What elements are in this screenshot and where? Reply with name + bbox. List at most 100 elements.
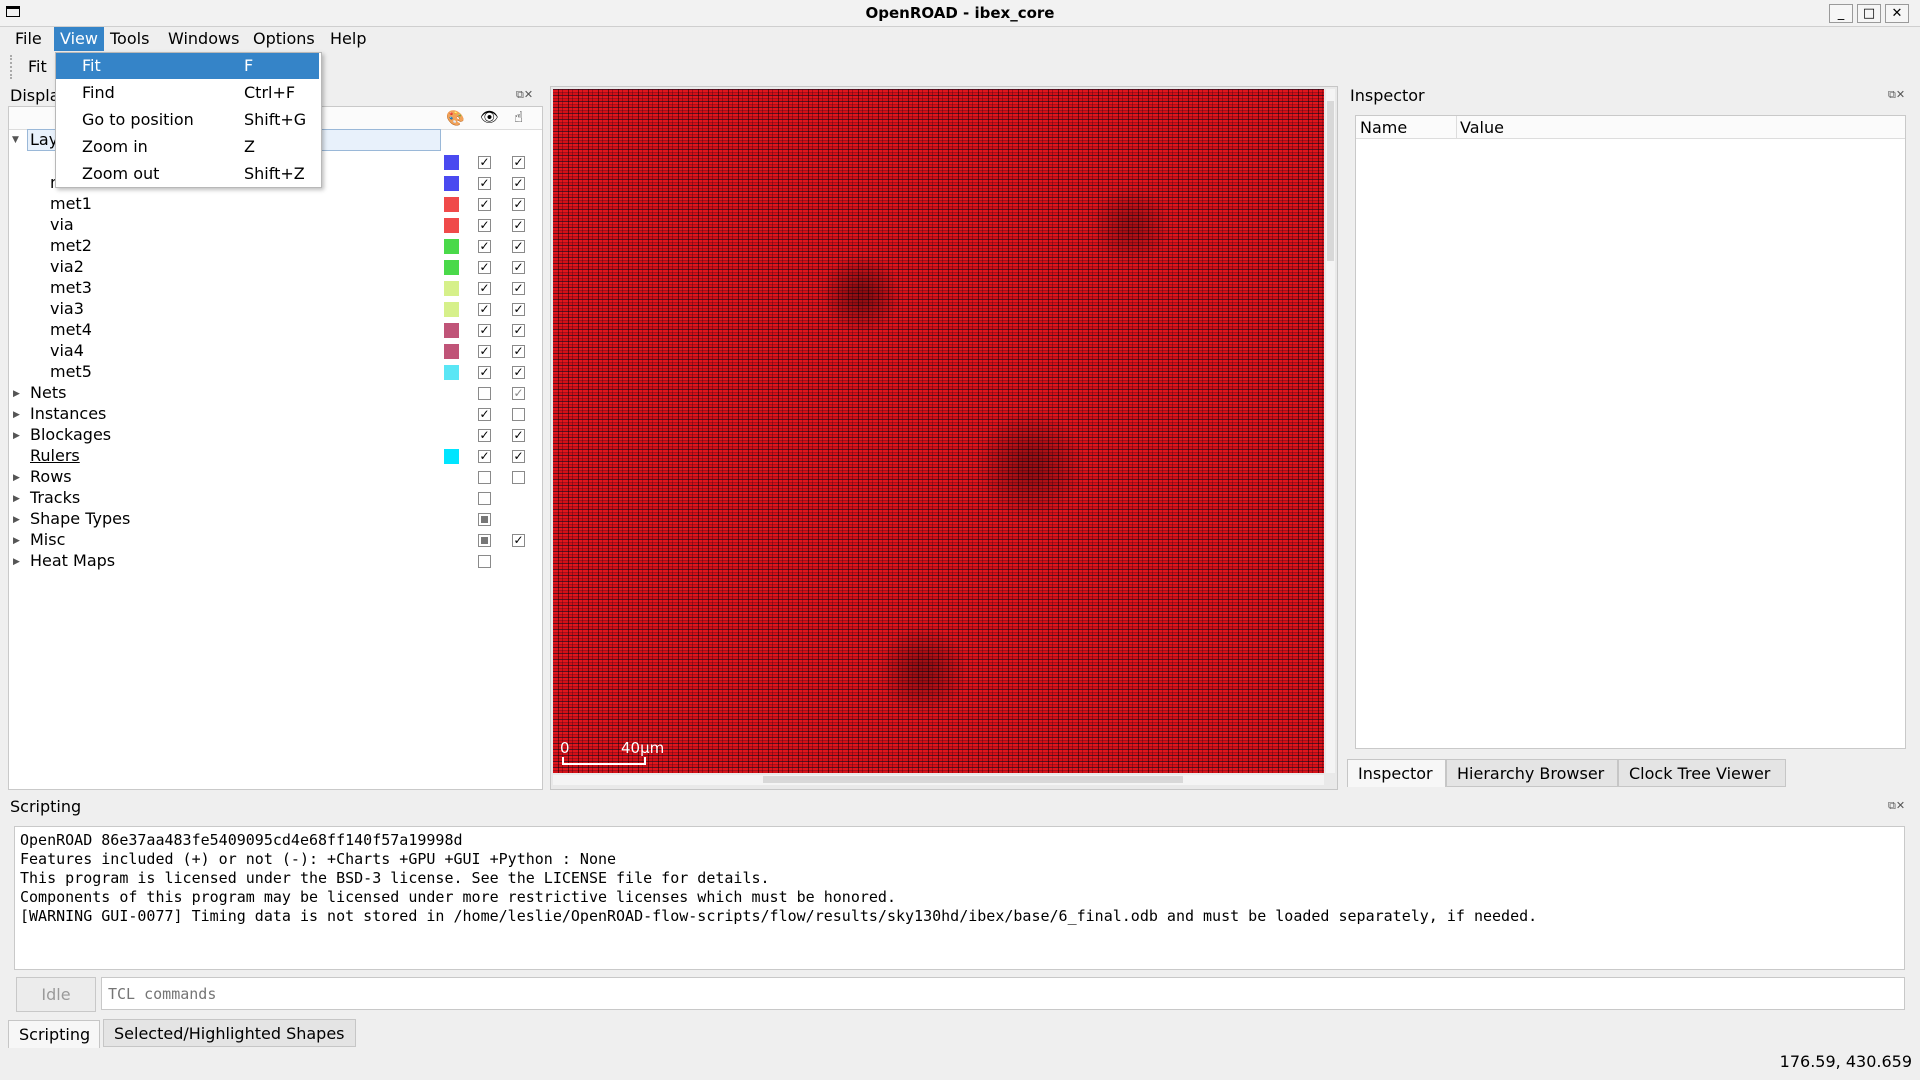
expand-arrow-icon[interactable]: ▶	[13, 410, 20, 420]
layer-visible-checkbox[interactable]: ✓	[478, 239, 491, 253]
layer-label: via3	[50, 299, 84, 318]
layer-visible-checkbox[interactable]: ✓	[478, 365, 491, 379]
layer-selectable-checkbox[interactable]: ✓	[512, 323, 525, 337]
layer-selectable-checkbox[interactable]: ✓	[512, 302, 525, 316]
tab-selected-highlighted-shapes[interactable]: Selected/Highlighted Shapes	[103, 1019, 356, 1047]
vertical-scroll-thumb[interactable]	[1327, 101, 1334, 261]
expand-arrow-icon[interactable]: ▶	[13, 473, 20, 483]
menu-item-go-to-position[interactable]: Go to position Shift+G	[82, 110, 307, 129]
layer-color-swatch[interactable]	[444, 155, 459, 170]
layer-color-swatch[interactable]	[444, 365, 459, 380]
layer-selectable-checkbox[interactable]: ✓	[512, 260, 525, 274]
horizontal-scrollbar[interactable]	[553, 775, 1324, 785]
menu-tools[interactable]: Tools	[110, 29, 150, 48]
group-visible-checkbox[interactable]	[478, 471, 491, 484]
group-visible-checkbox[interactable]	[478, 387, 491, 400]
layer-visible-checkbox[interactable]: ✓	[478, 197, 491, 211]
collapse-arrow-icon[interactable]: ▼	[12, 135, 19, 145]
group-visible-checkbox[interactable]: ✓	[478, 407, 491, 421]
menu-item-zoom-in[interactable]: Zoom in Z	[82, 137, 255, 156]
group-visible-checkbox[interactable]	[478, 492, 491, 505]
layer-visible-checkbox[interactable]: ✓	[478, 302, 491, 316]
horizontal-scroll-thumb[interactable]	[763, 776, 1183, 783]
menu-windows[interactable]: Windows	[168, 29, 240, 48]
scripting-title: Scripting	[10, 797, 82, 816]
tab-clock-tree-viewer[interactable]: Clock Tree Viewer	[1618, 759, 1786, 787]
layer-color-swatch[interactable]	[444, 197, 459, 212]
expand-arrow-icon[interactable]: ▶	[13, 431, 20, 441]
inspector-dock-buttons-icon[interactable]: ⧉✕	[1888, 88, 1906, 101]
close-button[interactable]: ✕	[1885, 4, 1909, 23]
group-selectable-checkbox[interactable]: ✓	[512, 449, 525, 463]
layer-selectable-checkbox[interactable]: ✓	[512, 176, 525, 190]
layer-selectable-checkbox[interactable]: ✓	[512, 155, 525, 169]
vertical-scrollbar[interactable]	[1326, 89, 1335, 773]
idle-status-button[interactable]: Idle	[16, 977, 96, 1012]
layer-selectable-checkbox[interactable]: ✓	[512, 218, 525, 232]
layer-visible-checkbox[interactable]: ✓	[478, 155, 491, 169]
inspector-col-value[interactable]: Value	[1460, 118, 1504, 137]
layer-color-swatch[interactable]	[444, 344, 459, 359]
menu-view[interactable]: View	[54, 27, 104, 51]
expand-arrow-icon[interactable]: ▶	[13, 389, 20, 399]
tab-hierarchy-browser[interactable]: Hierarchy Browser	[1446, 759, 1618, 787]
layer-color-swatch[interactable]	[444, 302, 459, 317]
menu-options[interactable]: Options	[253, 29, 315, 48]
layer-label: met2	[50, 236, 92, 255]
layer-visible-checkbox[interactable]: ✓	[478, 218, 491, 232]
group-selectable-checkbox[interactable]: ✓	[512, 428, 525, 442]
menu-item-fit[interactable]: Fit F	[56, 53, 319, 79]
layer-visible-checkbox[interactable]: ✓	[478, 281, 491, 295]
group-visible-checkbox[interactable]: ✓	[478, 449, 491, 463]
tab-scripting[interactable]: Scripting	[8, 1020, 100, 1048]
layer-color-swatch[interactable]	[444, 176, 459, 191]
layer-selectable-checkbox[interactable]: ✓	[512, 281, 525, 295]
layer-selectable-checkbox[interactable]: ✓	[512, 365, 525, 379]
expand-arrow-icon[interactable]: ▶	[13, 536, 20, 546]
toolbar-fit-button[interactable]: Fit	[28, 57, 47, 76]
layout-canvas[interactable]: 0 40μm	[553, 89, 1324, 773]
expand-arrow-icon[interactable]: ▶	[13, 557, 20, 567]
layer-color-swatch[interactable]	[444, 239, 459, 254]
scripting-dock-buttons-icon[interactable]: ⧉✕	[1888, 799, 1906, 812]
menu-help[interactable]: Help	[330, 29, 367, 48]
group-selectable-checkbox[interactable]	[512, 408, 525, 421]
layer-color-swatch[interactable]	[444, 260, 459, 275]
menu-item-find[interactable]: Find Ctrl+F	[82, 83, 296, 102]
minimize-button[interactable]: _	[1829, 4, 1853, 23]
group-label: Heat Maps	[30, 551, 116, 570]
layer-color-swatch[interactable]	[444, 281, 459, 296]
inspector-col-name[interactable]: Name	[1360, 118, 1408, 137]
group-visible-checkbox[interactable]: ✓	[478, 428, 491, 442]
group-selectable-checkbox[interactable]: ✓	[512, 533, 525, 547]
group-visible-checkbox[interactable]	[478, 555, 491, 568]
pointer-icon: ☝	[514, 108, 524, 126]
layer-selectable-checkbox[interactable]: ✓	[512, 239, 525, 253]
menu-file[interactable]: File	[15, 29, 42, 48]
layer-selectable-checkbox[interactable]: ✓	[512, 344, 525, 358]
layer-visible-checkbox[interactable]: ✓	[478, 323, 491, 337]
layer-visible-checkbox[interactable]: ✓	[478, 344, 491, 358]
expand-arrow-icon[interactable]: ▶	[13, 515, 20, 525]
menu-item-zoom-out[interactable]: Zoom out Shift+Z	[82, 164, 305, 183]
layer-color-swatch[interactable]	[444, 323, 459, 338]
group-selectable-checkbox[interactable]	[512, 471, 525, 484]
scale-bar	[562, 757, 646, 765]
group-selectable-checkbox[interactable]: ✓	[512, 386, 525, 400]
layer-visible-checkbox[interactable]: ✓	[478, 176, 491, 190]
expand-arrow-icon[interactable]: ▶	[13, 494, 20, 504]
tab-inspector[interactable]: Inspector	[1347, 759, 1446, 787]
group-visible-checkbox[interactable]	[478, 534, 491, 547]
inspector-title: Inspector	[1350, 86, 1425, 105]
column-divider	[1456, 116, 1457, 138]
layout-viewer[interactable]: 0 40μm	[550, 86, 1338, 790]
tcl-command-input[interactable]	[101, 977, 1905, 1010]
layer-selectable-checkbox[interactable]: ✓	[512, 197, 525, 211]
group-visible-checkbox[interactable]	[478, 513, 491, 526]
maximize-button[interactable]: □	[1857, 4, 1881, 23]
toolbar-handle[interactable]	[10, 55, 16, 79]
layer-visible-checkbox[interactable]: ✓	[478, 260, 491, 274]
group-color-swatch[interactable]	[444, 449, 459, 464]
layer-color-swatch[interactable]	[444, 218, 459, 233]
dock-float-close-icon[interactable]: ⧉✕	[516, 88, 534, 101]
